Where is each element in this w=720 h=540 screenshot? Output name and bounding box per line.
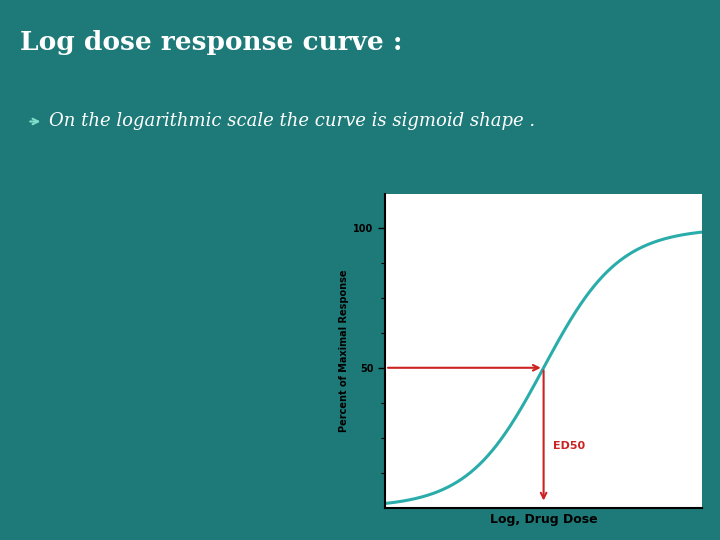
Text: On the logarithmic scale the curve is sigmoid shape .: On the logarithmic scale the curve is si… [49,112,535,131]
Y-axis label: Percent of Maximal Response: Percent of Maximal Response [339,270,349,432]
Text: ED50: ED50 [553,441,585,451]
Text: Log dose response curve :: Log dose response curve : [20,30,402,55]
X-axis label: Log, Drug Dose: Log, Drug Dose [490,513,598,526]
